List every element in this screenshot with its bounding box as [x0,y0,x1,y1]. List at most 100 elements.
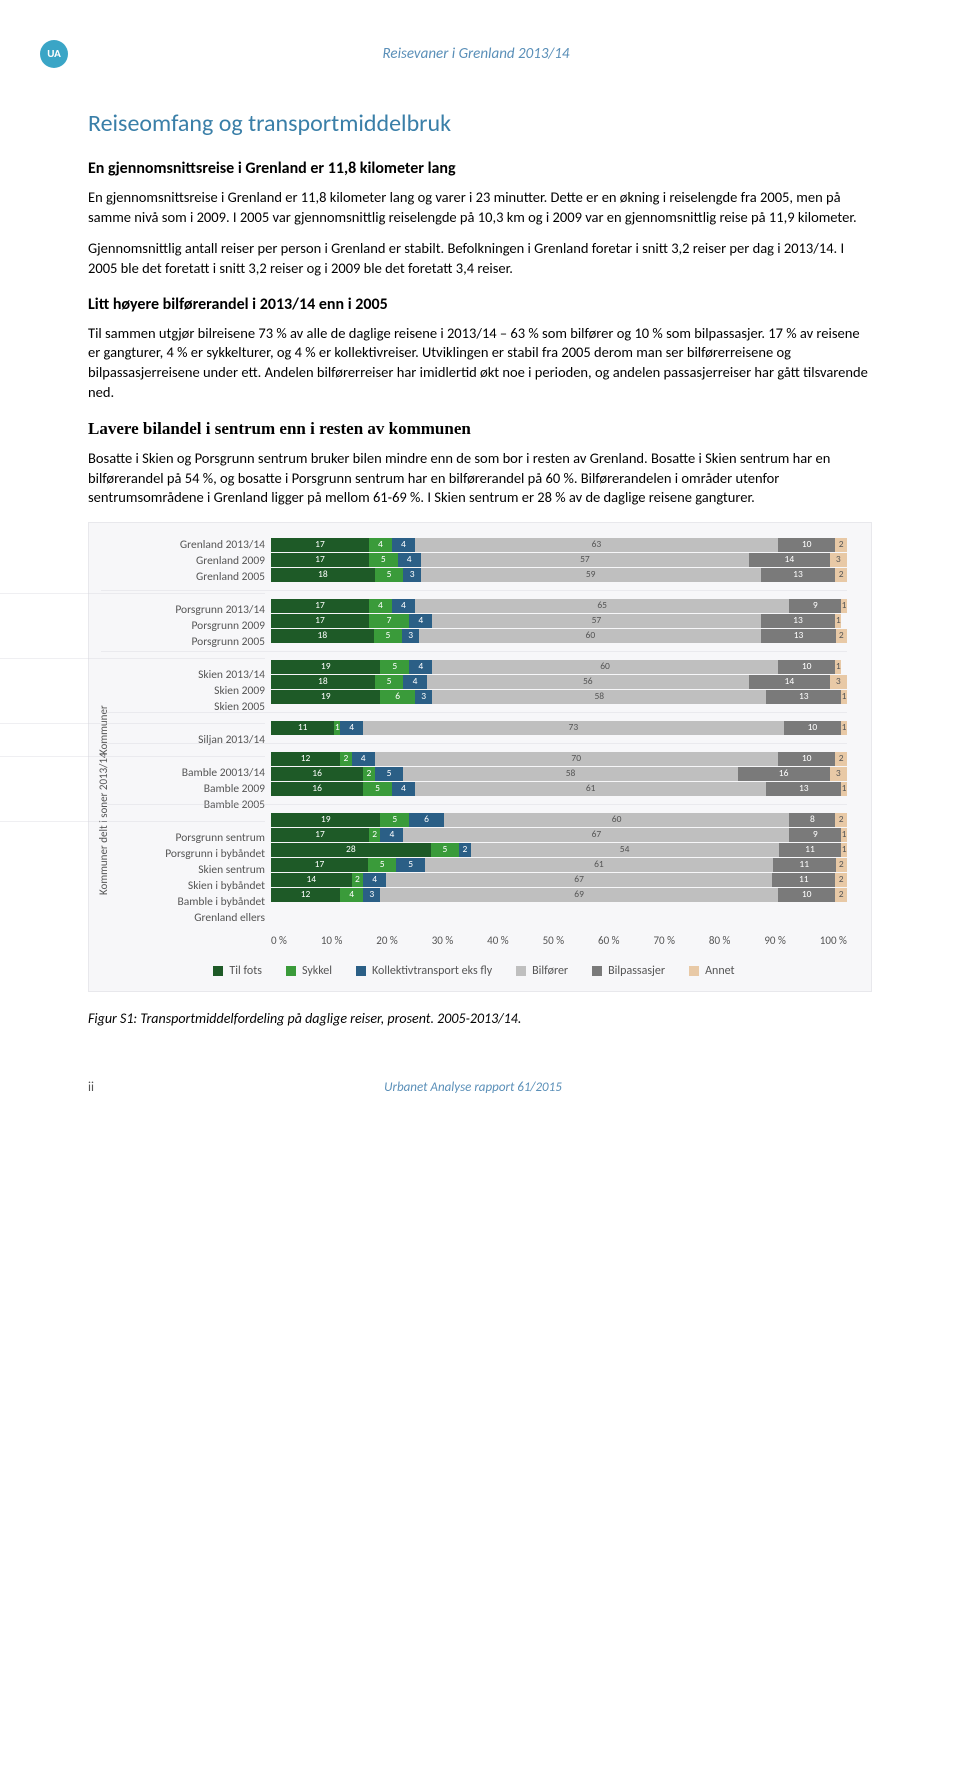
chart-segment: 17 [271,858,368,872]
chart-segment: 6 [380,690,415,704]
chart-x-tick: 70 % [653,934,675,949]
chart-row-label: Grenland 2005 [121,569,265,585]
chart-x-tick: 90 % [764,934,786,949]
chart-bar-row: 174463102 [271,538,847,552]
chart-segment: 1 [841,843,847,857]
chart-segment: 9 [789,828,841,842]
chart-y-group-label: Kommuner delt i soner 2013/14 [97,752,112,895]
chart-segment: 4 [392,782,415,796]
chart-segment: 19 [271,690,380,704]
subheading-3: Lavere bilandel i sentrum enn i resten a… [88,418,872,441]
chart-segment: 3 [830,675,847,689]
page-header: UA Reisevaner i Grenland 2013/14 [88,40,872,68]
chart-row-label: Bamble 20013/14 [121,765,265,781]
chart-segment: 2 [836,629,847,643]
chart-row-labels: Grenland 2013/14Grenland 2009Grenland 20… [121,537,271,926]
chart-segment: 2 [369,828,381,842]
chart-segment: 16 [271,782,363,796]
chart-row-label: Porsgrunn 2013/14 [121,602,265,618]
chart-segment: 4 [380,828,403,842]
page-footer: ii Urbanet Analyse rapport 61/2015 [88,1079,872,1097]
chart-segment: 28 [271,843,431,857]
chart-segment: 3 [830,767,847,781]
chart-segment: 58 [432,690,766,704]
chart-segment: 1 [841,782,847,796]
chart-segment: 4 [369,538,392,552]
chart-segment: 60 [432,660,778,674]
chart-legend: Til fotsSykkelKollektivtransport eks fly… [101,963,847,979]
chart-segment: 65 [415,599,789,613]
chart-segment: 2 [459,843,470,857]
chart-segment: 11 [271,721,334,735]
chart-segment: 3 [402,629,419,643]
chart-segment: 1 [835,660,841,674]
chart-segment: 17 [271,538,369,552]
subheading-1: En gjennomsnittsreise i Grenland er 11,8… [88,158,872,180]
chart-segment: 12 [271,752,340,766]
chart-segment: 4 [352,752,375,766]
chart-row-label: Bamble 2009 [121,781,265,797]
chart-bar-row: 185360132 [271,629,847,643]
chart-x-tick: 0 % [271,934,287,949]
paragraph-4: Bosatte i Skien og Porsgrunn sentrum bru… [88,449,872,508]
chart-segment: 10 [784,721,842,735]
chart-segment: 13 [761,629,835,643]
chart-x-tick: 60 % [598,934,620,949]
chart-segment: 2 [835,568,847,582]
chart-bar-row: 175457143 [271,553,847,567]
chart-segment: 61 [425,858,773,872]
chart-segment: 8 [789,813,835,827]
chart-bars: 1744631021754571431853591321744659117745… [271,537,847,926]
legend-label: Kollektivtransport eks fly [372,963,492,979]
chart-segment: 67 [403,828,789,842]
chart-segment: 16 [271,767,363,781]
chart-segment: 7 [369,614,409,628]
chart-x-tick: 20 % [376,934,398,949]
chart-segment: 60 [444,813,790,827]
legend-label: Bilfører [532,963,568,979]
chart-segment: 1 [841,599,847,613]
chart-bar-row: 19566082 [271,813,847,827]
chart-segment: 5 [363,782,392,796]
chart-segment: 10 [778,752,836,766]
chart-segment: 6 [409,813,444,827]
chart-segment: 2 [835,752,847,766]
chart-row-label: Grenland 2009 [121,553,265,569]
chart-row-label: Skien sentrum [121,862,265,878]
chart-segment: 13 [766,782,841,796]
chart-segment: 4 [392,538,415,552]
chart-segment: 56 [427,675,750,689]
chart-segment: 73 [363,721,783,735]
chart-segment: 13 [761,614,836,628]
chart-bar-row: 196358131 [271,690,847,704]
chart-segment: 61 [415,782,766,796]
chart-segment: 12 [271,888,340,902]
chart-segment: 2 [835,873,847,887]
chart-segment: 2 [835,888,847,902]
chart-segment: 14 [749,675,830,689]
chart-row-label: Porsgrunn 2005 [121,634,265,650]
chart-segment: 63 [415,538,778,552]
chart-row-label: Bamble i bybåndet [121,894,265,910]
legend-label: Annet [705,963,734,979]
chart-segment: 5 [431,843,460,857]
chart-segment: 14 [749,553,830,567]
chart-bar-row: 185359132 [271,568,847,582]
paragraph-1: En gjennomsnittsreise i Grenland er 11,8… [88,188,872,227]
chart-bar-row: 165461131 [271,782,847,796]
chart-segment: 16 [738,767,830,781]
chart-segment: 10 [778,660,836,674]
chart-x-axis: 0 %10 %20 %30 %40 %50 %60 %70 %80 %90 %1… [101,934,847,949]
chart-row-label: Grenland ellers [121,910,265,926]
legend-item: Annet [689,963,734,979]
chart-segment: 67 [386,873,772,887]
chart-segment: 4 [398,553,421,567]
chart-segment: 17 [271,553,369,567]
chart-segment: 18 [271,568,375,582]
chart-x-tick: 10 % [321,934,343,949]
chart-bar-row: 177457131 [271,614,847,628]
subheading-2: Litt høyere bilførerandel i 2013/14 enn … [88,294,872,316]
chart-segment: 3 [403,568,420,582]
stacked-bar-chart: Kommuner delt i soner 2013/14Kommuner Gr… [88,522,872,992]
chart-segment: 4 [340,888,363,902]
